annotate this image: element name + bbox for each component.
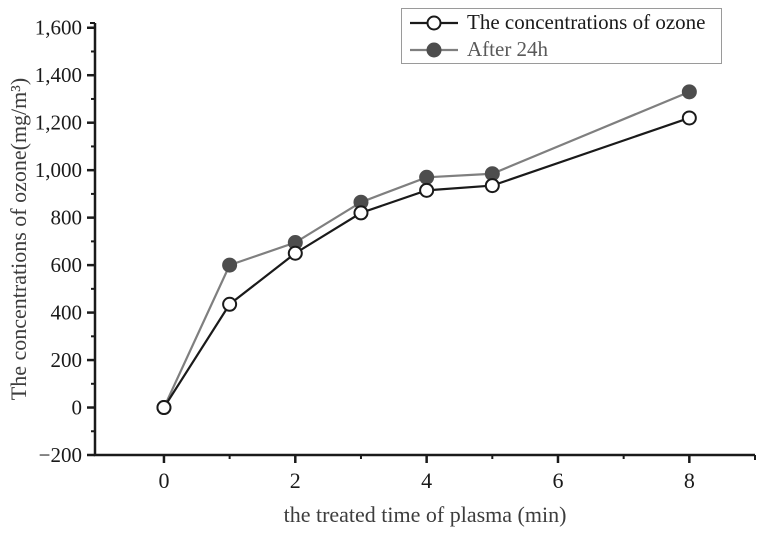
- series-0-marker: [484, 178, 500, 194]
- series-0-marker: [353, 205, 369, 221]
- legend-symbol-marker: [426, 15, 442, 30]
- y-axis-title: The concentrations of ozone(mg/m³): [6, 77, 31, 401]
- series-1-marker: [681, 84, 697, 100]
- y-tick-label: 200: [51, 348, 83, 372]
- legend-label-ozone: The concentrations of ozone: [467, 10, 706, 34]
- series-line-0: [163, 116, 690, 409]
- x-tick-label: 4: [421, 468, 432, 493]
- x-tick-label: 0: [158, 468, 169, 493]
- y-tick-label: 1,000: [35, 158, 82, 182]
- y-tick-label: −200: [39, 443, 82, 467]
- series-0-marker: [222, 296, 238, 312]
- series-1-marker: [353, 194, 369, 210]
- series-line-1: [162, 90, 690, 408]
- legend-entry-after-24h: After 24h: [409, 36, 721, 63]
- legend-label-after-24h: After 24h: [467, 37, 549, 61]
- x-tick-label: 2: [290, 468, 301, 493]
- y-tick-label: 1,400: [35, 63, 82, 87]
- y-tick-label: 600: [51, 253, 83, 277]
- series-1-marker: [484, 166, 500, 182]
- series-0-marker: [287, 245, 303, 261]
- axis-spines: [93, 23, 755, 457]
- legend-symbol-marker: [426, 42, 442, 57]
- open-circle-marker-icon: [410, 15, 458, 30]
- series-0-marker: [681, 110, 697, 126]
- legend: The concentrations of ozone After 24h: [401, 8, 722, 64]
- y-tick-label: 0: [72, 396, 83, 420]
- x-tick-label: 6: [552, 468, 563, 493]
- y-tick-label: 400: [51, 301, 83, 325]
- x-tick-label: 8: [684, 468, 695, 493]
- filled-circle-marker-icon: [410, 42, 458, 57]
- series-1-marker: [222, 257, 238, 273]
- series-1-marker: [287, 235, 303, 251]
- series-0-marker: [419, 182, 435, 198]
- legend-entry-ozone: The concentrations of ozone: [409, 9, 721, 36]
- x-axis-title: the treated time of plasma (min): [283, 502, 567, 527]
- series-1-marker: [419, 169, 435, 185]
- y-tick-label: 1,200: [35, 111, 82, 135]
- y-tick-label: 1,600: [35, 16, 82, 40]
- series-0-marker: [156, 400, 172, 416]
- y-tick-label: 800: [51, 206, 83, 230]
